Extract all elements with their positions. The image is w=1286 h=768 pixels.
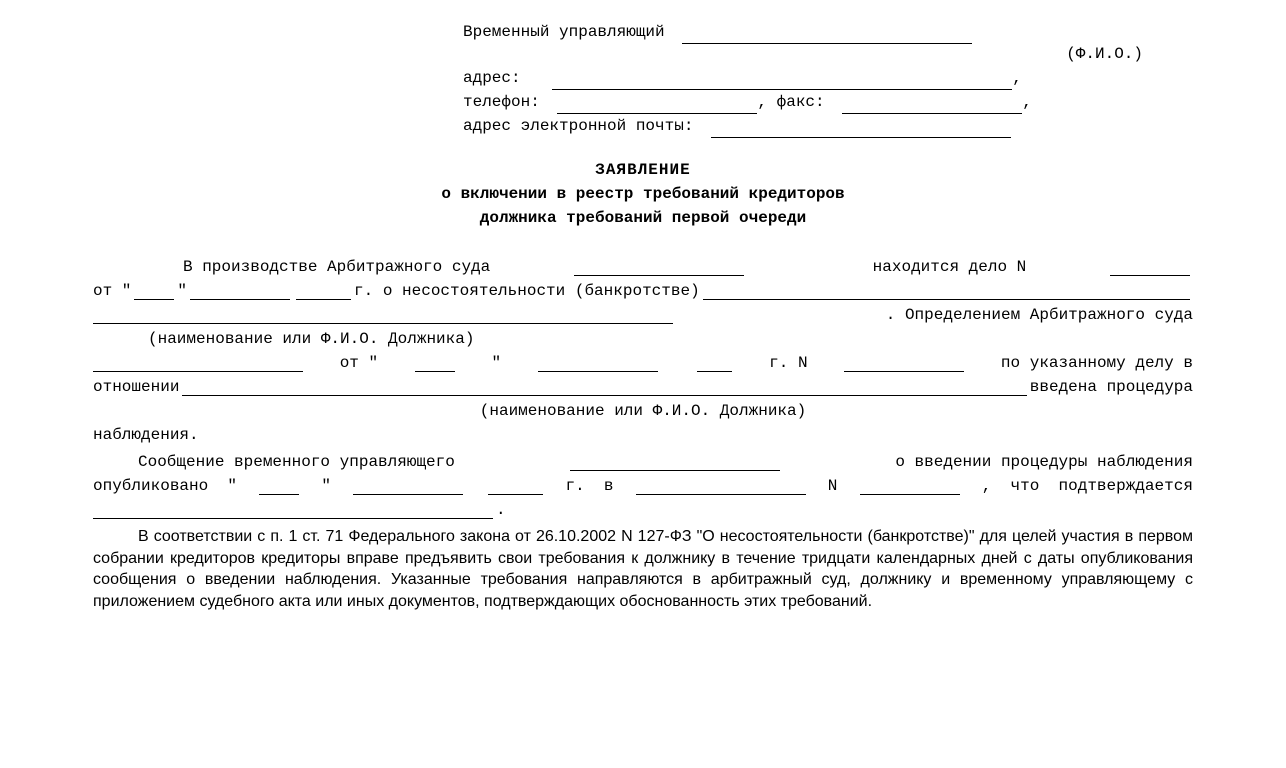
phone-label: телефон: xyxy=(463,93,540,111)
p2-seg2: " xyxy=(177,279,187,303)
p10-seg8: что xyxy=(1011,474,1040,498)
blank-debtor1[interactable] xyxy=(703,284,1190,300)
p3-seg1: . Определением Арбитражного суда xyxy=(886,303,1193,327)
blank-day1[interactable] xyxy=(134,284,174,300)
blank-year2[interactable] xyxy=(697,356,732,372)
fax-label: факс: xyxy=(777,93,825,111)
title-sub2: должника требований первой очереди xyxy=(93,206,1193,230)
body-line-3: . Определением Арбитражного суда xyxy=(93,303,1193,327)
p11-trail: . xyxy=(496,498,506,522)
body-line-10: опубликовано " " г. в N , что подтвержда… xyxy=(93,474,1193,498)
sep-comma: , xyxy=(1012,69,1022,87)
blank-year1[interactable] xyxy=(296,284,351,300)
blank-day2[interactable] xyxy=(415,356,455,372)
blank-trailing[interactable] xyxy=(93,503,493,519)
address-label: адрес: xyxy=(463,69,521,87)
blank-name[interactable] xyxy=(682,26,972,44)
p10-seg2: " xyxy=(227,474,237,498)
sep-comma-2: , xyxy=(757,93,776,111)
blank-court[interactable] xyxy=(574,260,744,276)
blank-pub-n[interactable] xyxy=(860,479,960,495)
note-debtor-2: (наименование или Ф.И.О. Должника) xyxy=(93,399,1193,423)
line-address: адрес: , xyxy=(463,66,1193,90)
p10-seg9: подтверждается xyxy=(1059,474,1193,498)
document-body: В производстве Арбитражного суда находит… xyxy=(93,255,1193,612)
p2-seg1: от " xyxy=(93,279,131,303)
p5-seg1: от " xyxy=(340,351,378,375)
title-main: ЗАЯВЛЕНИЕ xyxy=(93,158,1193,182)
p10-seg6: N xyxy=(828,474,838,498)
blank-address[interactable] xyxy=(552,72,1012,90)
p9-seg1: Сообщение временного управляющего xyxy=(93,450,455,474)
blank-case-no[interactable] xyxy=(1110,260,1190,276)
line-email: адрес электронной почты: xyxy=(463,114,1193,138)
blank-relation[interactable] xyxy=(182,380,1026,396)
role-label: Временный управляющий xyxy=(463,23,665,41)
document-title: ЗАЯВЛЕНИЕ о включении в реестр требовани… xyxy=(93,158,1193,230)
blank-pub-year[interactable] xyxy=(488,479,543,495)
p5-seg3: г. N xyxy=(769,351,807,375)
blank-court2[interactable] xyxy=(93,356,303,372)
p10-seg1: опубликовано xyxy=(93,474,208,498)
blank-month2[interactable] xyxy=(538,356,658,372)
p5-seg4: по указанному делу в xyxy=(1001,351,1193,375)
blank-fax[interactable] xyxy=(842,96,1022,114)
blank-case-n2[interactable] xyxy=(844,356,964,372)
line-phone-fax: телефон: , факс: , xyxy=(463,90,1193,114)
form-header: Временный управляющий (Ф.И.О.) адрес: , … xyxy=(463,20,1193,138)
blank-email[interactable] xyxy=(711,120,1011,138)
blank-month1[interactable] xyxy=(190,284,290,300)
note-debtor-1: (наименование или Ф.И.О. Должника) xyxy=(148,327,1193,351)
title-sub1: о включении в реестр требований кредитор… xyxy=(93,182,1193,206)
sep-comma-3: , xyxy=(1022,93,1032,111)
blank-pub-in[interactable] xyxy=(636,479,806,495)
p10-seg7: , xyxy=(982,474,992,498)
p6-seg2: введена процедура xyxy=(1030,375,1193,399)
email-label: адрес электронной почты: xyxy=(463,117,693,135)
body-line-1: В производстве Арбитражного суда находит… xyxy=(93,255,1193,279)
p10-seg3: " xyxy=(321,474,331,498)
p1-seg1: В производстве Арбитражного суда xyxy=(93,255,490,279)
blank-debtor1-cont[interactable] xyxy=(93,308,673,324)
blank-msg-name[interactable] xyxy=(570,455,780,471)
body-line-5: от " " г. N по указанному делу в xyxy=(93,351,1193,375)
body-line-11: . xyxy=(93,498,1193,522)
p9-seg2: о введении процедуры наблюдения xyxy=(895,450,1193,474)
p10-seg5: в xyxy=(604,474,614,498)
fio-hint: (Ф.И.О.) xyxy=(463,42,1143,66)
p10-seg4: г. xyxy=(565,474,584,498)
p1-seg2: находится дело N xyxy=(828,255,1027,279)
blank-pub-month[interactable] xyxy=(353,479,463,495)
legal-paragraph: В соответствии с п. 1 ст. 71 Федеральног… xyxy=(93,526,1193,612)
p5-seg2: " xyxy=(491,351,501,375)
p6-seg1: отношении xyxy=(93,375,179,399)
body-line-6: отношении введена процедура xyxy=(93,375,1193,399)
blank-phone[interactable] xyxy=(557,96,757,114)
blank-pub-day[interactable] xyxy=(259,479,299,495)
body-line-2: от " " г. о несостоятельности (банкротст… xyxy=(93,279,1193,303)
body-line-8: наблюдения. xyxy=(93,423,1193,447)
line-role: Временный управляющий xyxy=(463,20,1193,44)
body-line-9: Сообщение временного управляющего о введ… xyxy=(93,450,1193,474)
p2-seg3: г. о несостоятельности (банкротстве) xyxy=(354,279,700,303)
